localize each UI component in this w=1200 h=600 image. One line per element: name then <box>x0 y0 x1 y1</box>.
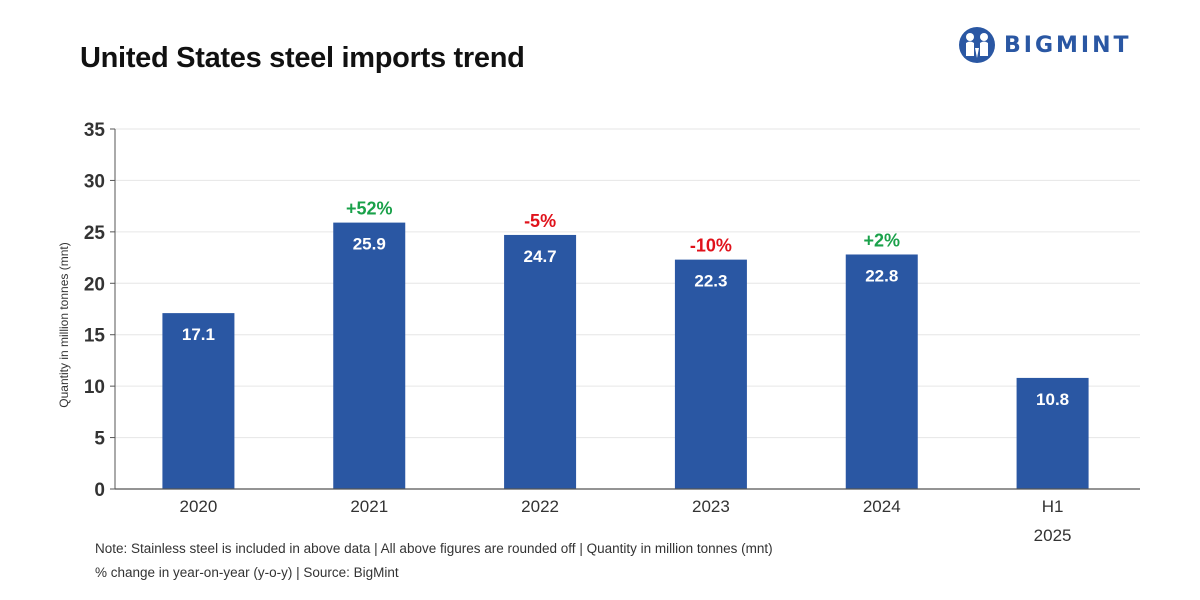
bar-value-label: 10.8 <box>1036 390 1069 409</box>
x-tick-label: 2023 <box>692 497 730 516</box>
bar <box>674 259 747 489</box>
yoy-change-label: -10% <box>690 236 732 256</box>
x-tick-label: H1 <box>1042 497 1064 516</box>
x-tick-label: 2020 <box>180 497 218 516</box>
bar-value-label: 25.9 <box>353 235 386 254</box>
yoy-change-label: +52% <box>346 199 393 219</box>
yoy-change-label: -5% <box>524 211 556 231</box>
y-tick-label: 35 <box>84 120 106 141</box>
bar <box>504 234 577 489</box>
y-tick-label: 15 <box>84 326 106 347</box>
y-axis-label: Quantity in million tonnes (mnt) <box>57 242 71 407</box>
note-line-2: % change in year-on-year (y-o-y) | Sourc… <box>95 565 399 580</box>
bar <box>162 313 235 489</box>
bar <box>1016 377 1089 489</box>
x-tick-label: 2024 <box>863 497 901 516</box>
bar-value-label: 17.1 <box>182 325 215 344</box>
bar <box>845 254 918 489</box>
x-tick-label: 2021 <box>350 497 388 516</box>
yoy-change-label: +2% <box>863 230 900 250</box>
x-tick-label: 2022 <box>521 497 559 516</box>
bigmint-logo: BIGMINT <box>958 26 1132 64</box>
y-tick-label: 0 <box>94 480 105 501</box>
logo-text: BIGMINT <box>1004 32 1132 58</box>
y-tick-label: 30 <box>84 171 105 192</box>
y-tick-label: 10 <box>84 377 105 398</box>
bar-value-label: 22.8 <box>865 266 898 285</box>
bigmint-people-icon <box>959 27 995 63</box>
y-tick-label: 5 <box>94 429 105 450</box>
x-tick-label: 2025 <box>1034 526 1072 545</box>
bar <box>333 222 406 489</box>
note-line-1: Note: Stainless steel is included in abo… <box>95 541 773 556</box>
bar-value-label: 22.3 <box>694 272 727 291</box>
chart-title: United States steel imports trend <box>80 42 525 74</box>
bar-value-label: 24.7 <box>524 247 557 266</box>
y-tick-label: 25 <box>84 223 106 244</box>
y-tick-label: 20 <box>84 274 105 295</box>
